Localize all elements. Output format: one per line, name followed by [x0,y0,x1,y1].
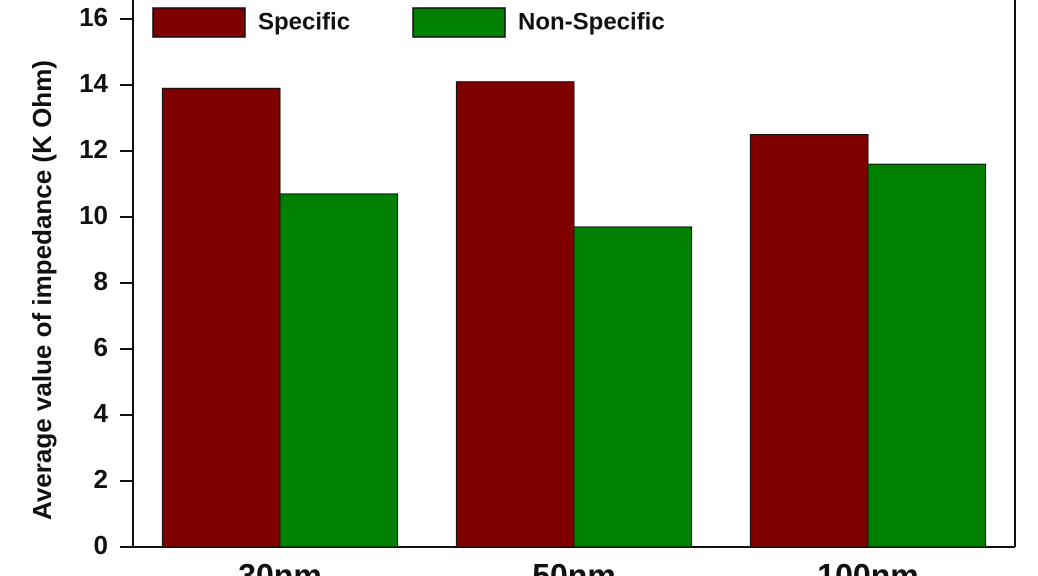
legend-label: Specific [258,8,350,35]
y-tick-label: 2 [94,464,108,494]
x-tick-label: 100nm [817,557,918,576]
y-tick-label: 6 [94,332,108,362]
x-tick-label: 50nm [532,557,616,576]
y-tick-label: 14 [79,68,108,98]
y-tick-label: 16 [79,2,108,32]
bar [573,226,693,548]
legend-label: Non-Specific [518,8,665,35]
y-tick-label: 0 [94,530,108,560]
y-axis-title: Average value of impedance (K Ohm) [27,60,57,520]
bar [749,134,869,548]
y-tick-label: 4 [94,398,109,428]
bar [867,163,987,548]
x-tick-label: 30nm [238,557,322,576]
legend-swatch [412,7,506,38]
bar [279,193,399,548]
bar [161,87,281,548]
bar [455,81,575,548]
legend-swatch [152,7,246,38]
y-tick-label: 10 [79,200,108,230]
y-tick-label: 12 [79,134,108,164]
y-tick-label: 8 [94,266,108,296]
